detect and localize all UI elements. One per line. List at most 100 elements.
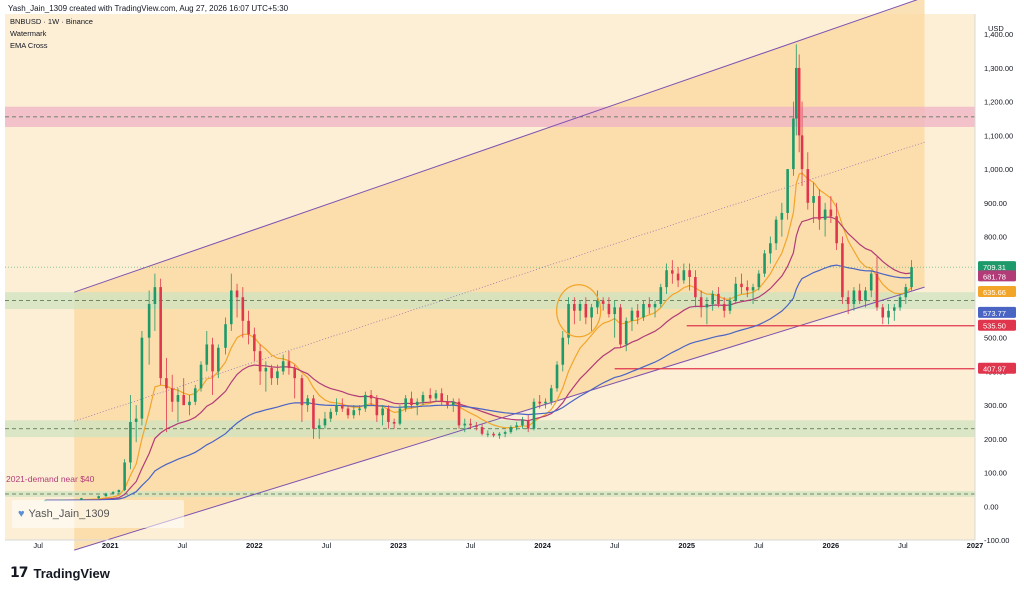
candle: [281, 354, 285, 375]
candle: [404, 395, 407, 412]
candle-body: [140, 337, 144, 419]
candle: [613, 300, 616, 338]
candle-body: [544, 401, 547, 404]
candle-body: [217, 347, 220, 372]
candle-body: [410, 398, 413, 406]
candle-body: [486, 433, 490, 435]
candle-body: [364, 395, 367, 409]
candle-body: [434, 393, 438, 399]
price-label-box: [978, 319, 1016, 331]
candle-body: [503, 432, 507, 434]
candle: [875, 256, 879, 311]
candle: [475, 421, 478, 431]
candle: [398, 405, 402, 426]
candle-body: [763, 253, 766, 274]
candle: [841, 236, 844, 304]
tradingview-logo[interactable]: 17 TradingView: [10, 565, 110, 581]
candle: [549, 384, 553, 406]
candle-body: [193, 388, 197, 402]
candle-body: [671, 270, 674, 274]
candle-body: [835, 216, 838, 244]
candle-body: [607, 303, 611, 315]
demand-annotation: 2021-demand near $40: [6, 474, 95, 484]
symbol-legend[interactable]: BNBUSD · 1W · Binance: [10, 17, 93, 26]
price-label-box: [978, 285, 1016, 297]
candle: [147, 290, 151, 365]
candle: [451, 398, 455, 412]
candle-body: [734, 283, 738, 301]
candle-body: [745, 287, 749, 291]
candle: [898, 293, 902, 311]
candle-body: [797, 67, 801, 136]
candle: [797, 54, 801, 153]
watermark-text: Yash_Jain_1309: [28, 508, 110, 520]
x-tick-label: Jul: [466, 541, 476, 550]
candle: [892, 303, 896, 321]
candle: [521, 416, 524, 429]
candle-body: [829, 209, 833, 217]
indicator-ema-cross-legend[interactable]: EMA Cross: [10, 41, 48, 50]
x-tick-label: 2024: [534, 541, 552, 550]
candle-body: [887, 310, 890, 318]
candle: [270, 364, 273, 385]
candle: [140, 330, 144, 426]
candle: [567, 297, 570, 345]
candle: [699, 290, 703, 318]
candle: [538, 395, 542, 409]
candle: [104, 492, 108, 497]
candle: [229, 273, 233, 331]
candle-body: [317, 425, 321, 429]
candle: [97, 495, 100, 499]
candle: [205, 330, 209, 372]
price-label: 681.78: [978, 270, 1016, 282]
candle: [636, 303, 640, 325]
candle-body: [224, 324, 227, 348]
candle: [306, 395, 309, 412]
candle-body: [123, 462, 126, 491]
candle: [421, 391, 425, 406]
price-label-box: [978, 261, 1016, 273]
candle: [780, 202, 784, 237]
candle: [387, 405, 390, 429]
candle: [434, 389, 438, 402]
candle: [659, 283, 663, 308]
candle-body: [532, 401, 536, 429]
candle-body: [852, 290, 856, 304]
y-tick-label: 200.00: [984, 435, 1007, 444]
candle-body: [858, 290, 861, 301]
candle: [217, 344, 220, 379]
candle-body: [293, 368, 297, 379]
candle-body: [573, 303, 576, 311]
ema-mid-line: [45, 216, 912, 501]
candle: [792, 101, 795, 176]
candle: [134, 405, 138, 443]
x-tick-label: Jul: [610, 541, 620, 550]
candle: [241, 287, 245, 338]
candle-body: [892, 307, 896, 311]
candle-body: [659, 287, 663, 304]
candle-body: [757, 273, 761, 288]
candle-body: [188, 401, 191, 406]
candle: [182, 378, 186, 406]
price-label-box: [978, 362, 1016, 374]
candle: [835, 202, 838, 251]
candle-body: [841, 243, 844, 298]
candle: [323, 411, 327, 429]
price-label-box: [978, 270, 1016, 282]
candle: [317, 418, 321, 439]
candle-body: [549, 388, 553, 402]
candle: [852, 287, 856, 311]
channel-mid-line: [74, 141, 925, 422]
candle: [705, 297, 709, 325]
candle-body: [235, 290, 239, 298]
candle: [624, 317, 628, 352]
candle: [159, 278, 162, 385]
candle-body: [694, 277, 697, 298]
breakout-highlight-circle: [556, 284, 602, 338]
y-tick-label: 800.00: [984, 233, 1007, 242]
candle: [573, 297, 576, 325]
indicator-watermark-legend[interactable]: Watermark: [10, 29, 47, 38]
candle-body: [323, 418, 327, 426]
candle: [910, 260, 913, 291]
